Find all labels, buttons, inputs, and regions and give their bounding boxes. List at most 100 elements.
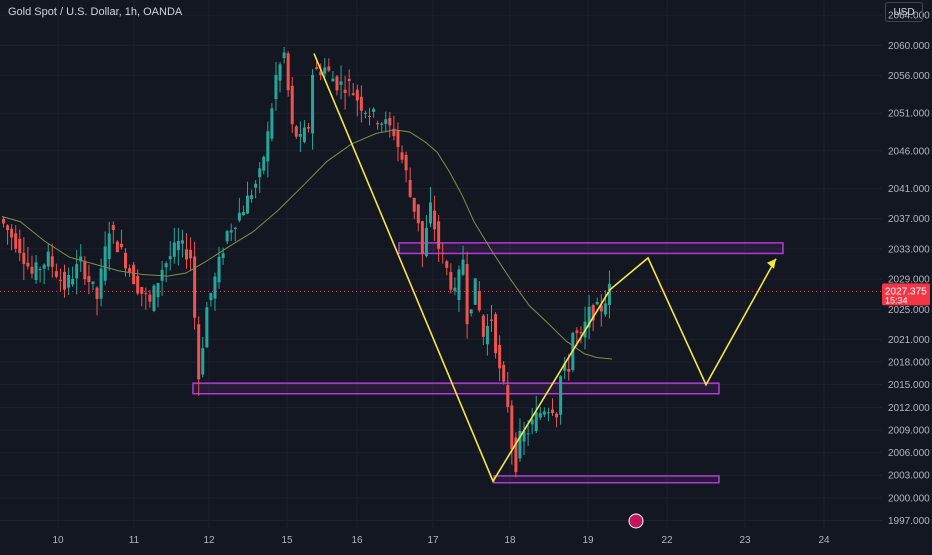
- candle-body: [359, 96, 363, 111]
- time-tick-label: 10: [52, 535, 64, 546]
- candle-body: [559, 376, 563, 415]
- candle-body: [54, 271, 58, 277]
- price-tick-label: 2015.000: [888, 380, 930, 391]
- candle-body: [246, 195, 249, 214]
- candle-body: [201, 348, 205, 375]
- candle-body: [18, 238, 22, 254]
- candle-body: [599, 305, 603, 312]
- candle-body: [71, 278, 75, 285]
- candle-body: [461, 259, 465, 275]
- candle-body: [213, 276, 217, 299]
- price-tick-label: 2037.000: [888, 214, 930, 225]
- candle-body: [441, 252, 445, 254]
- candle-body: [250, 195, 254, 199]
- candle-body: [420, 221, 424, 255]
- candle-body: [498, 345, 502, 369]
- candle-body: [481, 315, 485, 337]
- candle-body: [128, 268, 132, 272]
- candle-body: [546, 412, 550, 414]
- candle-body: [258, 168, 262, 178]
- candle-body: [579, 332, 583, 334]
- currency-button[interactable]: USD: [885, 2, 923, 22]
- candle-body: [490, 319, 493, 321]
- candle-body: [376, 123, 380, 125]
- candle-body: [298, 134, 302, 137]
- projection: [313, 53, 777, 483]
- candle-body: [518, 430, 522, 459]
- candle-body: [424, 227, 428, 257]
- candle-body: [563, 363, 567, 371]
- candle-body: [189, 249, 193, 259]
- candle-body: [294, 126, 298, 137]
- price-tick-label: 2060.000: [888, 41, 930, 52]
- candle-body: [445, 261, 449, 268]
- candle-body: [172, 242, 176, 257]
- price-tick-label: 2003.000: [888, 471, 930, 482]
- candle-body: [10, 228, 14, 238]
- candle-body: [396, 130, 400, 147]
- candle-body: [63, 271, 66, 290]
- candle-body: [368, 115, 371, 117]
- candle-body: [388, 117, 392, 126]
- candle-body: [38, 269, 42, 271]
- price-tick-label: 2064.000: [888, 11, 930, 22]
- price-tick-label: 2021.000: [888, 335, 930, 346]
- candle-body: [262, 156, 266, 171]
- candle-body: [26, 262, 30, 267]
- candle-body: [193, 256, 197, 318]
- candle-body: [6, 225, 10, 231]
- candle-body: [2, 218, 5, 224]
- candle-body: [164, 263, 168, 268]
- candle-body: [514, 437, 518, 473]
- candle-body: [555, 413, 559, 418]
- candle-body: [225, 231, 229, 242]
- price-tick-label: 2041.000: [888, 184, 930, 195]
- candle-body: [14, 233, 18, 249]
- time-tick-label: 18: [504, 535, 516, 546]
- candle-body: [217, 256, 221, 283]
- candle-body: [433, 210, 437, 230]
- time-axis[interactable]: 10 11 12 15 16 17 18 19 22 23 24: [52, 535, 830, 546]
- candle-body: [176, 241, 180, 251]
- candle-body: [87, 276, 91, 282]
- ma-line: [1, 129, 613, 360]
- candle-body: [124, 252, 127, 269]
- time-tick-label: 17: [427, 535, 439, 546]
- candle-body: [502, 364, 506, 382]
- price-tick-label: 2046.000: [888, 146, 930, 157]
- price-tick-label: 2025.000: [888, 305, 930, 316]
- candle-body: [591, 305, 595, 321]
- candle-body: [152, 285, 156, 311]
- price-tick-label: 2000.000: [888, 493, 930, 504]
- time-tick-label: 23: [739, 535, 751, 546]
- price-tick-label: 2051.000: [888, 109, 930, 120]
- candle-body: [221, 253, 225, 259]
- candle-body: [168, 256, 172, 260]
- candle-body: [22, 252, 26, 264]
- candle-body: [587, 306, 591, 328]
- candle-body: [603, 303, 607, 315]
- price-tick-label: 2029.000: [888, 275, 930, 286]
- projection-arrowhead: [767, 258, 776, 269]
- zone-rect: [493, 475, 720, 484]
- candle-body: [351, 93, 355, 95]
- candle-body: [510, 405, 514, 450]
- candle-body: [237, 212, 241, 221]
- candle-body: [156, 283, 160, 298]
- price-tick-label: 2009.000: [888, 425, 930, 436]
- candle-body: [595, 301, 599, 305]
- candle-body: [437, 221, 441, 249]
- time-tick-label: 12: [203, 535, 215, 546]
- candle-body: [319, 71, 323, 76]
- candle-body: [355, 89, 359, 101]
- time-tick-label: 15: [281, 535, 293, 546]
- candle-body: [209, 293, 213, 301]
- event-flag-icon: [628, 513, 644, 529]
- candle-body: [408, 180, 412, 197]
- candle-body: [30, 266, 34, 274]
- price-axis[interactable]: 2064.000 2060.000 2056.000 2051.000 2046.000…: [888, 11, 930, 527]
- time-tick-label: 19: [582, 535, 594, 546]
- zone-rect: [398, 242, 784, 255]
